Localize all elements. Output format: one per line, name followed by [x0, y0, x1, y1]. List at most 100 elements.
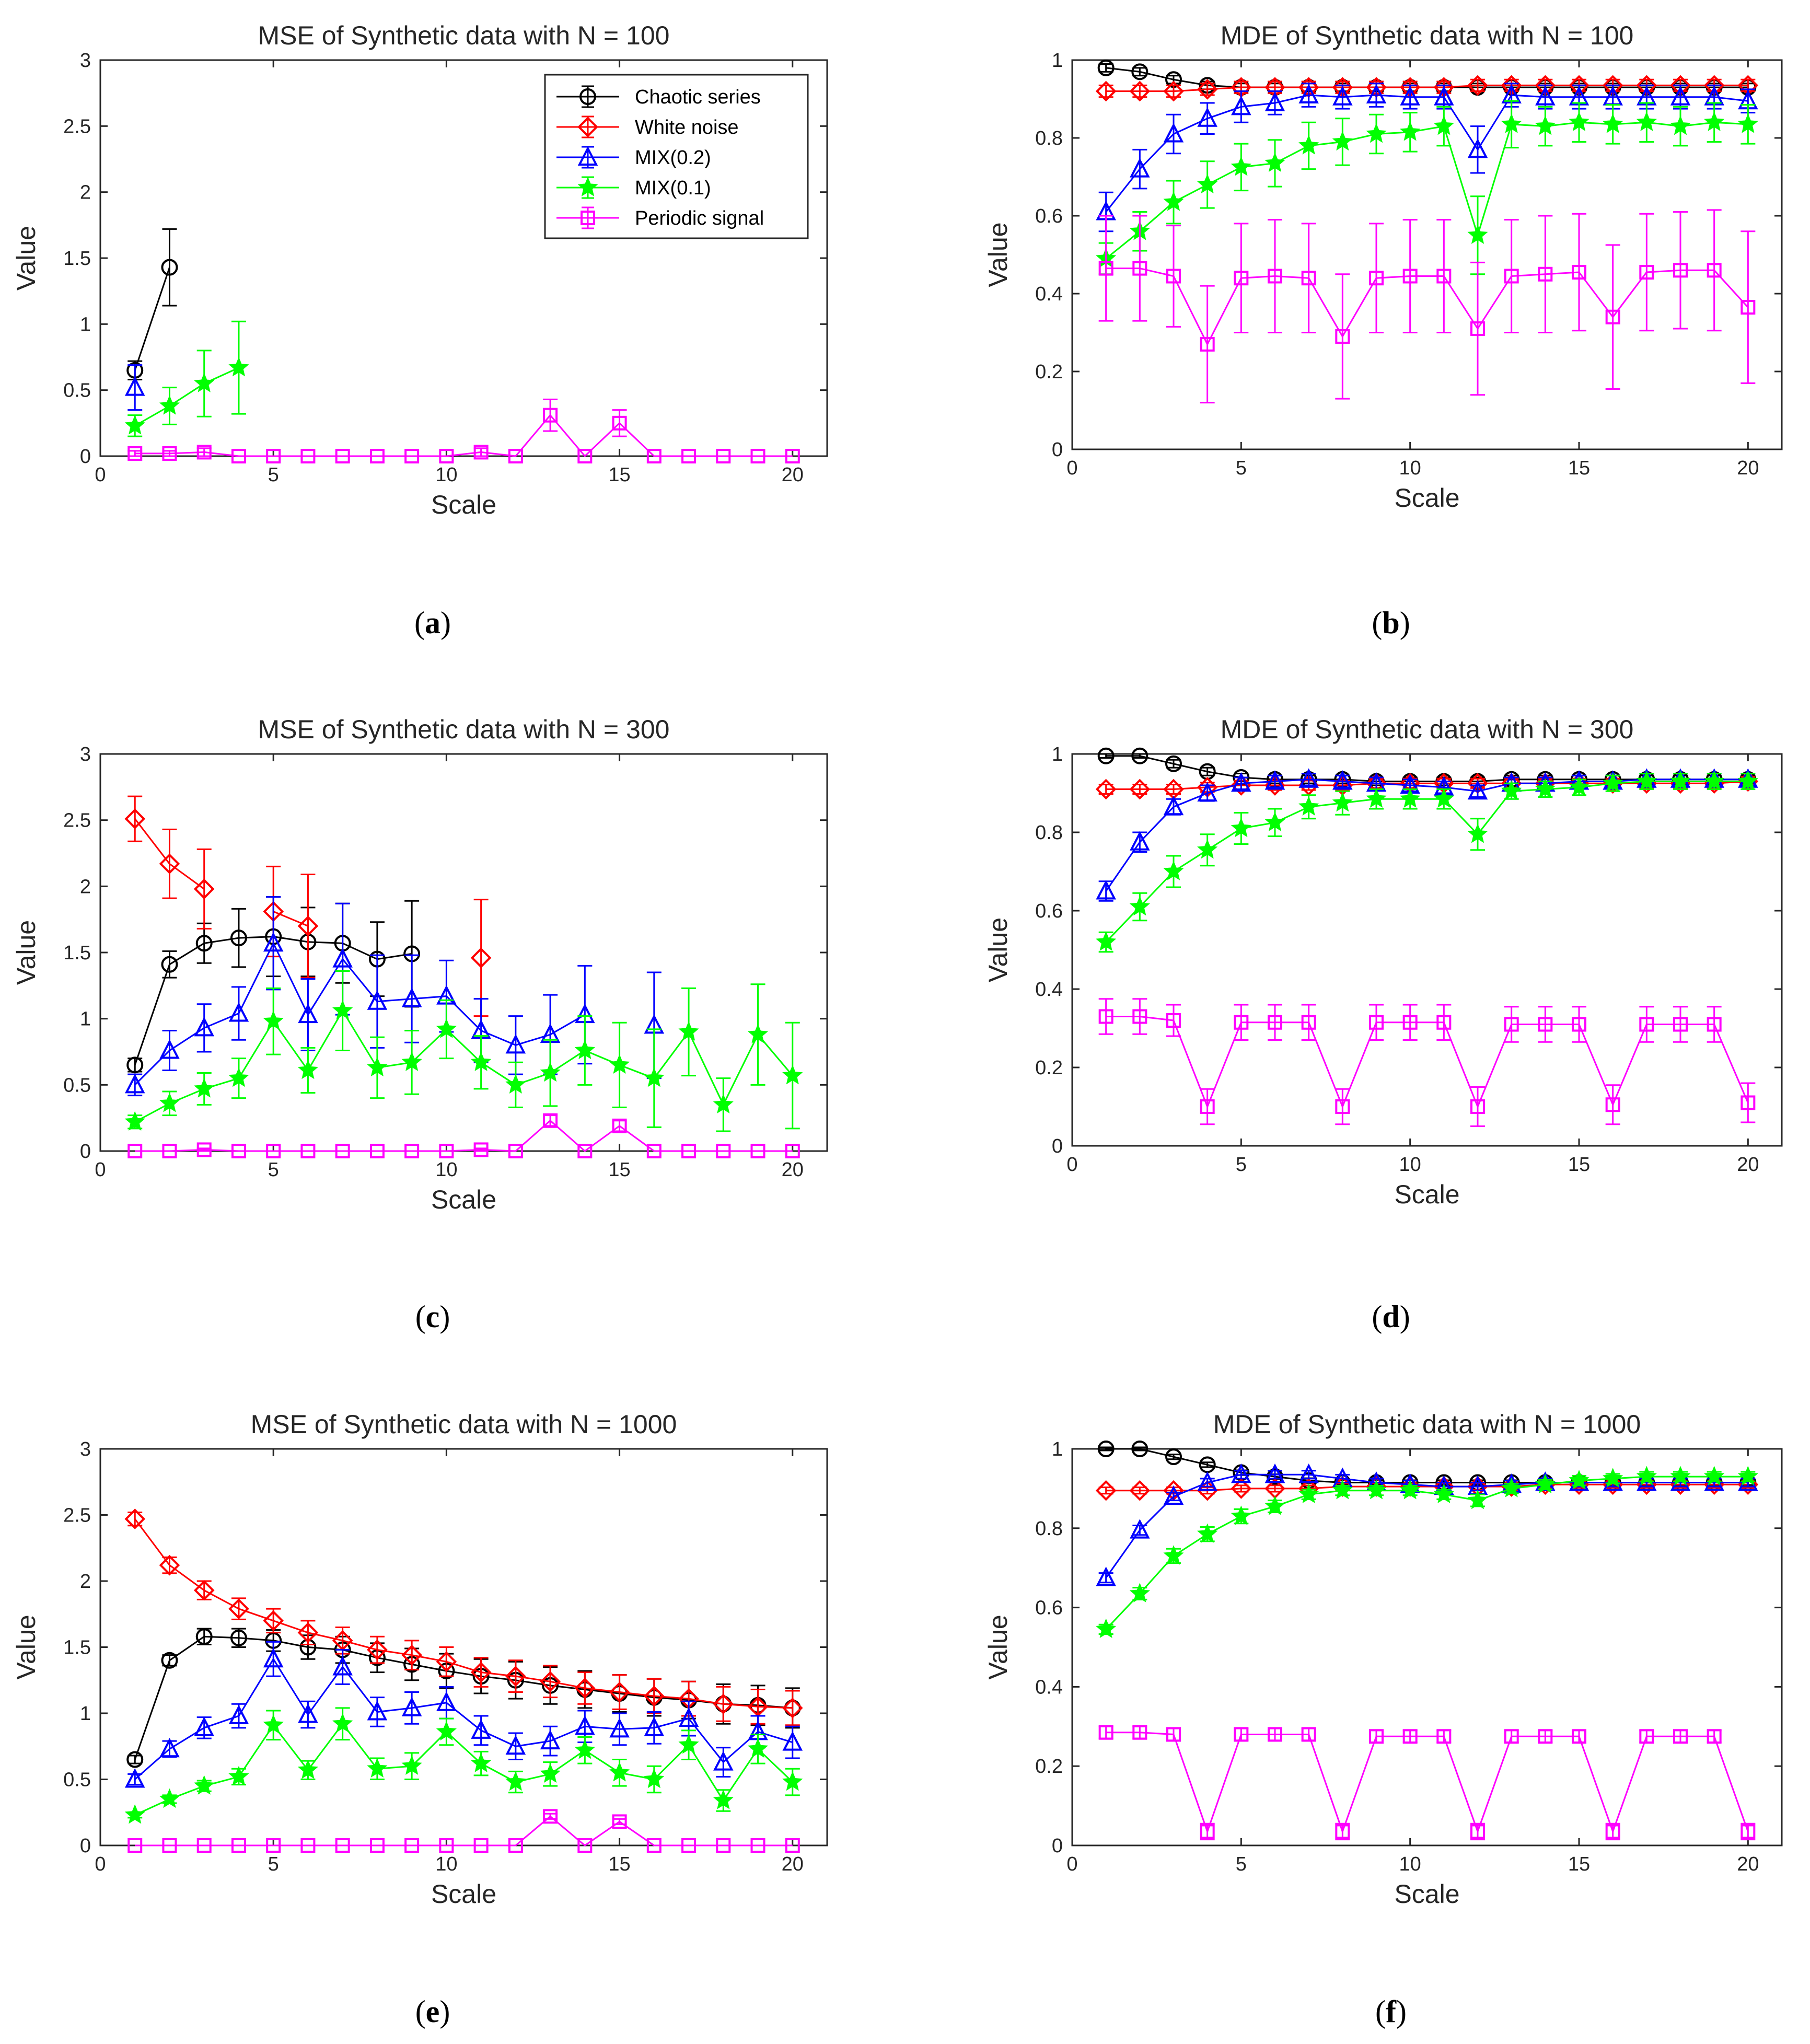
- data-point: [646, 449, 662, 463]
- panel-caption: (a): [414, 606, 451, 640]
- y-axis-label: Value: [11, 226, 41, 291]
- data-point: [1538, 1017, 1553, 1032]
- data-point: [436, 1018, 457, 1038]
- series-mix-0-2: [124, 364, 145, 411]
- data-point: [508, 449, 523, 463]
- series-mix-0-1: [1095, 1466, 1759, 1639]
- y-tick-label: 0: [1052, 1835, 1063, 1857]
- data-point: [1501, 113, 1522, 133]
- data-point: [332, 1656, 353, 1676]
- series-periodic-signal: [1098, 209, 1756, 404]
- data-point: [1129, 1583, 1151, 1602]
- chart-title: MSE of Synthetic data with N = 1000: [251, 1410, 677, 1439]
- data-point: [1504, 1017, 1519, 1032]
- error-bar: [196, 1003, 212, 1053]
- error-bar: [1098, 84, 1113, 98]
- data-point: [1673, 1729, 1688, 1744]
- x-tick-label: 0: [1066, 1853, 1077, 1875]
- data-point: [1400, 1480, 1421, 1500]
- data-point: [162, 446, 177, 461]
- data-point: [1572, 265, 1586, 280]
- x-tick-label: 20: [1737, 1154, 1759, 1176]
- data-point: [1098, 1009, 1113, 1024]
- data-point: [124, 1111, 145, 1131]
- data-point: [162, 1144, 177, 1158]
- data-point: [228, 1002, 249, 1022]
- y-tick-label: 0: [1052, 439, 1063, 461]
- y-tick-label: 1: [80, 313, 91, 335]
- data-point: [747, 1024, 769, 1043]
- data-point: [505, 1074, 526, 1094]
- data-point: [1163, 1545, 1184, 1565]
- data-point: [1402, 269, 1418, 284]
- legend-item: MIX(0.1): [556, 176, 711, 199]
- data-point: [1369, 1729, 1384, 1744]
- x-tick-label: 5: [268, 1159, 279, 1181]
- error-bar: [1132, 1524, 1147, 1536]
- data-point: [195, 935, 213, 952]
- data-point: [1165, 1448, 1182, 1466]
- data-point: [1400, 788, 1421, 808]
- y-tick-label: 1: [80, 1008, 91, 1030]
- legend: Chaotic series White noise MIX(0.2) MIX(0.1…: [544, 74, 809, 239]
- data-point: [1741, 300, 1756, 315]
- data-point: [508, 1144, 523, 1158]
- data-point: [194, 1078, 215, 1098]
- data-point: [1400, 86, 1420, 106]
- error-bar: [127, 1755, 143, 1764]
- data-point: [439, 1144, 454, 1158]
- data-point: [367, 1056, 388, 1077]
- data-point: [401, 1755, 422, 1775]
- data-point: [401, 1051, 422, 1071]
- data-point: [1197, 1480, 1218, 1501]
- y-tick-label: 2.5: [63, 115, 91, 137]
- data-point: [263, 1610, 284, 1631]
- data-point: [1096, 931, 1117, 951]
- x-tick-label: 10: [1399, 457, 1421, 479]
- legend-label: MIX(0.1): [635, 177, 711, 199]
- data-point: [1369, 271, 1384, 286]
- data-point: [1501, 1478, 1522, 1497]
- error-bar: [1605, 1084, 1620, 1125]
- caption-paren-close: ): [1400, 606, 1410, 640]
- error-bar: [1436, 1004, 1452, 1041]
- x-tick-label: 20: [1737, 457, 1759, 479]
- data-point: [1703, 1466, 1725, 1485]
- y-tick-label: 1: [1052, 50, 1063, 72]
- series-mix-0-1: [1096, 770, 1758, 953]
- data-point: [335, 1838, 350, 1853]
- data-point: [231, 449, 246, 463]
- data-point: [1166, 1013, 1181, 1028]
- error-bar: [1504, 1006, 1519, 1043]
- data-point: [1335, 1824, 1350, 1839]
- data-point: [194, 1017, 214, 1037]
- data-point: [1366, 788, 1387, 808]
- error-bar: [335, 1649, 350, 1685]
- data-point: [1605, 1097, 1620, 1112]
- data-point: [161, 259, 178, 276]
- data-point: [1197, 107, 1217, 127]
- y-tick-label: 0.2: [1035, 1756, 1063, 1778]
- error-bar: [1132, 215, 1147, 322]
- data-point: [1467, 75, 1488, 96]
- error-bar: [1098, 1446, 1113, 1451]
- data-point: [1670, 770, 1691, 791]
- y-tick-label: 0: [1052, 1135, 1063, 1157]
- data-point: [300, 449, 316, 463]
- data-point: [473, 1838, 489, 1853]
- data-point: [1098, 261, 1113, 276]
- data-point: [332, 1713, 353, 1733]
- error-bar: [1402, 218, 1418, 333]
- error-bar: [1470, 261, 1485, 396]
- series-line: [1105, 94, 1748, 213]
- data-point: [543, 1809, 558, 1824]
- data-point: [367, 990, 388, 1010]
- x-tick-label: 0: [95, 1159, 106, 1181]
- x-tick-label: 15: [608, 1159, 630, 1181]
- data-point: [716, 1144, 731, 1158]
- data-point: [1605, 309, 1620, 324]
- data-point: [1436, 269, 1452, 284]
- plot-area-frame: [1071, 59, 1783, 450]
- error-bar: [1200, 83, 1215, 96]
